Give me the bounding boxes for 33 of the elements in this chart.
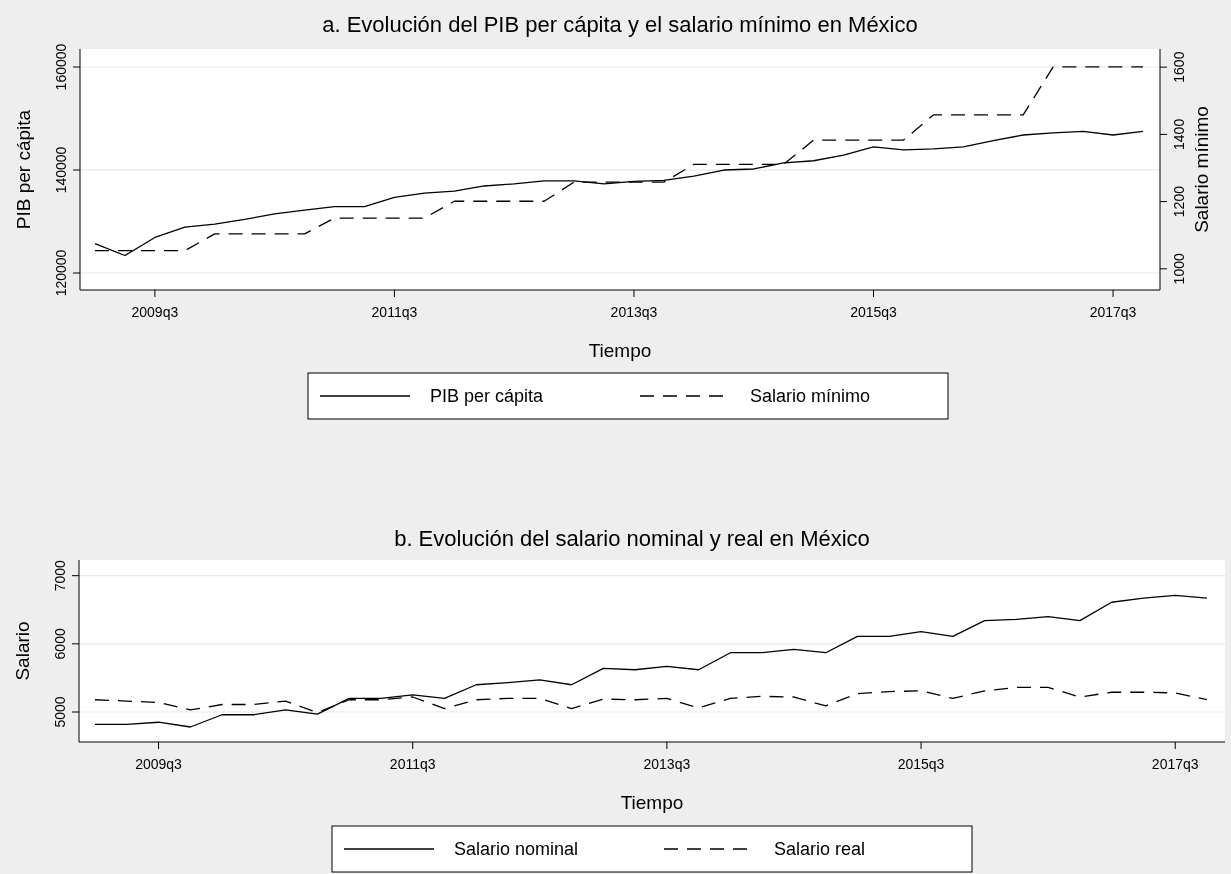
y2-tick-label: 1000 [1171, 253, 1187, 285]
y-tick-label: 6000 [52, 628, 68, 660]
legend-label: Salario nominal [454, 839, 579, 859]
x-tick-label: 2015q3 [850, 304, 898, 320]
legend-label: Salario real [774, 839, 866, 859]
x-tick-label: 2013q3 [643, 756, 691, 772]
chart-title: b. Evolución del salario nominal y real en México [394, 526, 870, 551]
y-tick-label: 140000 [53, 146, 69, 194]
y-axis-title: PIB per cápita [13, 109, 34, 230]
y-tick-label: 120000 [53, 249, 69, 297]
x-tick-label: 2013q3 [610, 304, 658, 320]
line-series [94, 66, 1144, 252]
x-tick-label: 2011q3 [371, 304, 418, 320]
y-axis-title: Salario [12, 621, 33, 681]
legend-label: Salario mínimo [750, 386, 871, 406]
x-tick-label: 2017q3 [1089, 304, 1137, 320]
y-tick-label: 7000 [52, 559, 68, 592]
y2-tick-label: 1200 [1171, 185, 1187, 218]
x-axis-title: Tiempo [620, 792, 684, 813]
x-tick-label: 2011q3 [389, 756, 436, 772]
x-tick-label: 2015q3 [897, 756, 945, 772]
y-tick-label: 5000 [52, 696, 68, 728]
y2-tick-label: 1400 [1171, 118, 1187, 150]
y-tick-label: 160000 [53, 43, 69, 91]
x-tick-label: 2009q3 [131, 304, 179, 320]
x-tick-label: 2009q3 [135, 756, 183, 772]
line-series [94, 594, 1208, 728]
legend-label: PIB per cápita [430, 386, 545, 406]
x-tick-label: 2017q3 [1151, 756, 1199, 772]
chart-title: a. Evolución del PIB per cápita y el salario mínimo en México [322, 12, 918, 37]
y2-tick-label: 1600 [1171, 51, 1187, 83]
x-axis-title: Tiempo [588, 340, 652, 361]
y2-axis-title: Salario mínimo [1191, 106, 1212, 233]
